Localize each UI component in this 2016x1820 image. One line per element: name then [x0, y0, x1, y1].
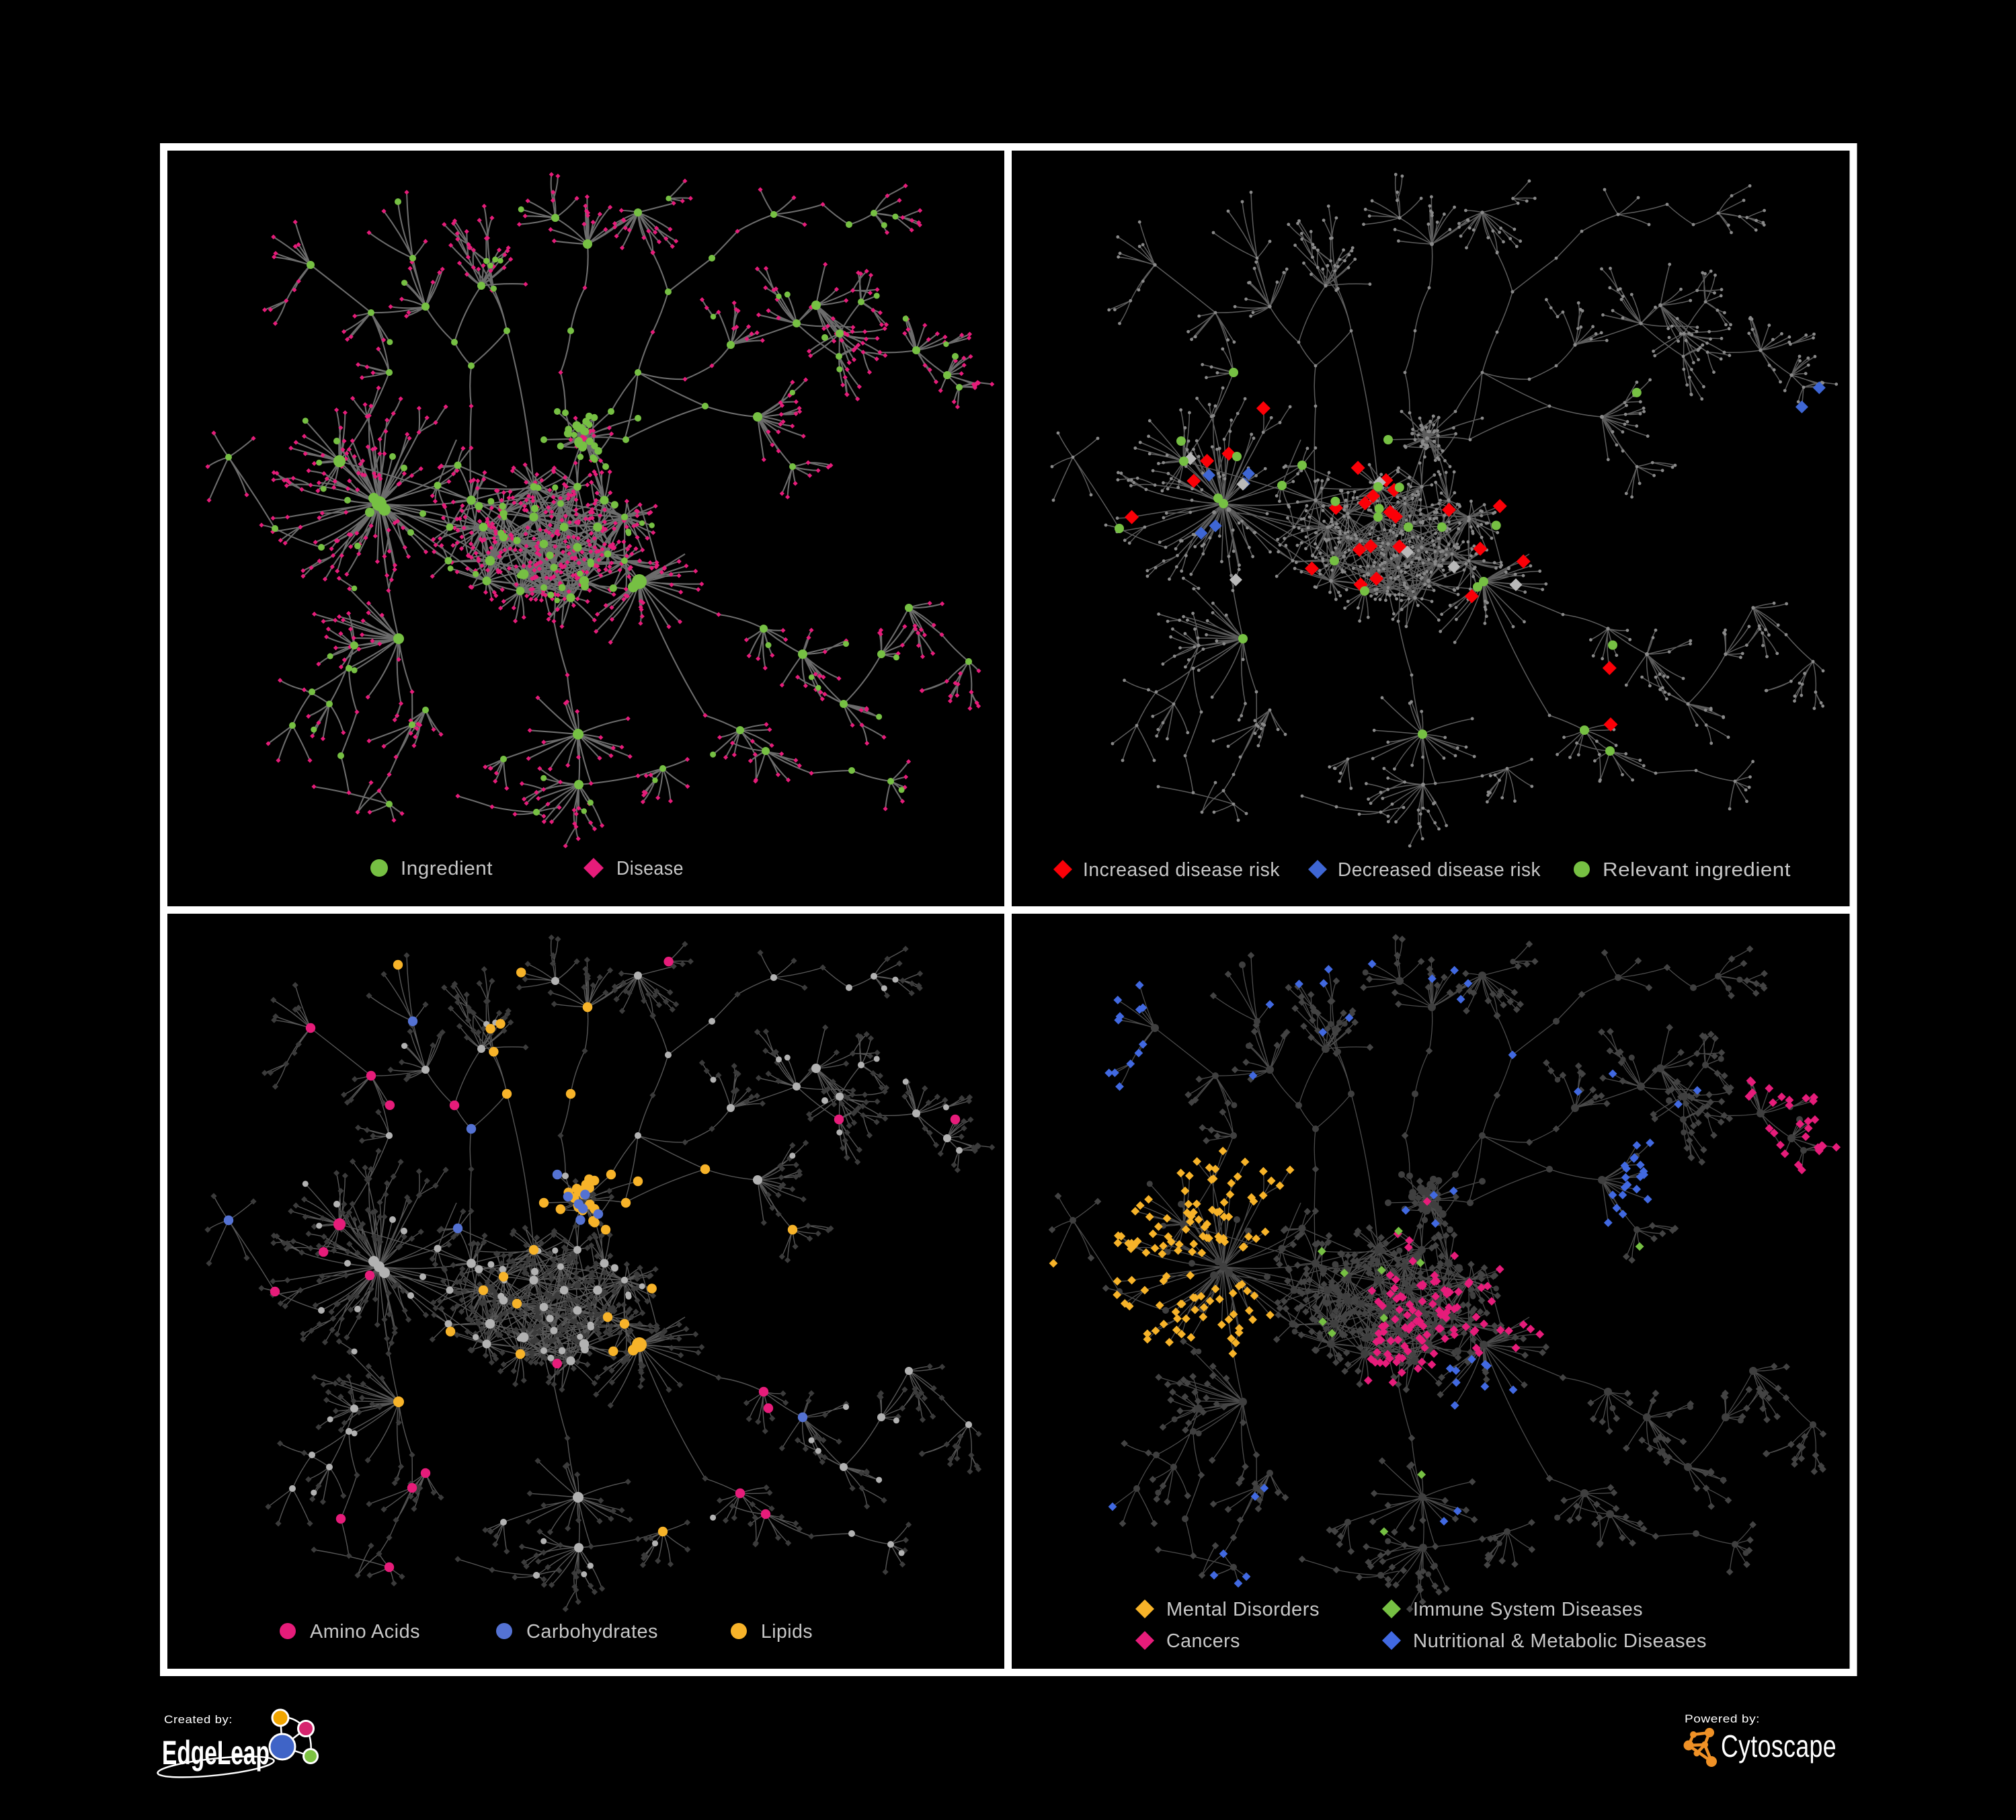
- svg-text:Cytoscape: Cytoscape: [1721, 1729, 1837, 1764]
- svg-text:Immune System Diseases: Immune System Diseases: [1413, 1599, 1643, 1620]
- svg-text:Relevant ingredient: Relevant ingredient: [1603, 859, 1791, 881]
- svg-text:Ingredient: Ingredient: [401, 858, 493, 879]
- svg-text:EdgeLeap: EdgeLeap: [162, 1734, 270, 1772]
- svg-text:Amino Acids: Amino Acids: [310, 1621, 420, 1643]
- svg-text:Carbohydrates: Carbohydrates: [526, 1621, 658, 1643]
- svg-text:Decreased disease risk: Decreased disease risk: [1338, 859, 1541, 881]
- svg-text:Increased disease risk: Increased disease risk: [1083, 859, 1280, 881]
- svg-text:Mental Disorders: Mental Disorders: [1166, 1599, 1320, 1620]
- svg-text:Powered by:: Powered by:: [1685, 1712, 1760, 1725]
- svg-text:Nutritional & Metabolic Diseas: Nutritional & Metabolic Diseases: [1413, 1630, 1707, 1652]
- svg-text:Cancers: Cancers: [1166, 1630, 1240, 1652]
- svg-text:Disease: Disease: [616, 858, 684, 879]
- svg-text:Created by:: Created by:: [164, 1713, 233, 1726]
- svg-text:Lipids: Lipids: [761, 1621, 813, 1643]
